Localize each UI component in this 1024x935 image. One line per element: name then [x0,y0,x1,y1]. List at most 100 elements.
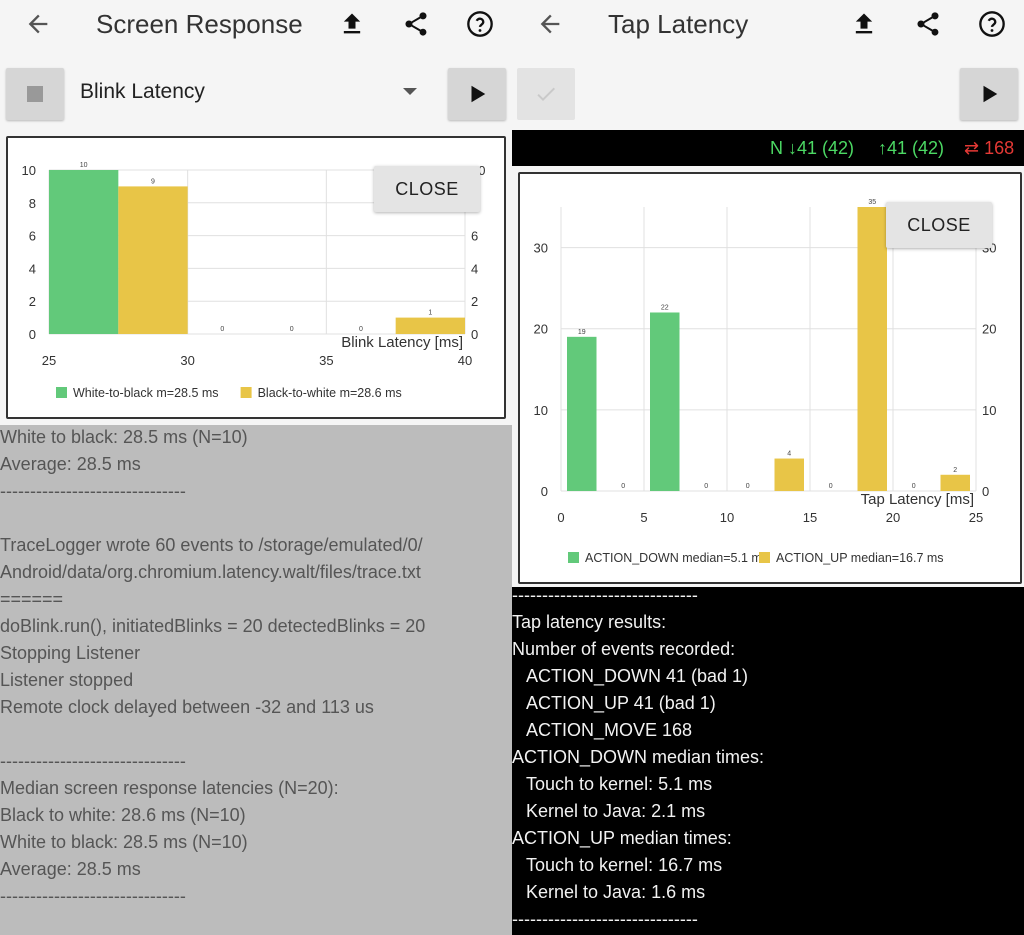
y-tick-label: 30 [534,241,548,256]
down-count: N ↓41 (42) [770,138,855,158]
bar-value-label: 0 [746,483,750,490]
bar-value-label: 4 [787,451,791,458]
log-line: Kernel to Java: 2.1 ms [526,801,706,821]
help-icon[interactable] [466,10,494,38]
share-icon[interactable] [914,10,942,38]
control-bar: Blink Latency [0,68,512,124]
stop-button[interactable] [6,68,64,120]
tap-latency-panel: Tap Latency N ↓41 (42) ↑41 (42) ⇄ 168 0 5… [512,0,1024,935]
legend-swatch [759,552,770,563]
test-type-dropdown[interactable]: Blink Latency [80,80,205,103]
y-tick-label: 10 [22,163,36,178]
page-title: Screen Response [96,9,303,39]
log-line: Android/data/org.chromium.latency.walt/f… [0,562,421,582]
x-tick-label: 25 [969,510,983,525]
y-tick-label: 2 [29,294,36,309]
legend-swatch [240,387,252,398]
log-line: Touch to kernel: 5.1 ms [526,774,713,794]
bar-value-label: 0 [359,326,363,333]
log-line: White to black: 28.5 ms (N=10) [0,832,248,852]
bar [567,336,597,491]
log-line: ACTION_UP 41 (bad 1) [526,693,716,713]
play-icon [983,85,998,103]
up-count: ↑41 (42) [878,138,945,158]
log-line: ====== [0,589,64,609]
tap-latency-log: ------------------------------- Tap laten… [512,585,1024,935]
log-line: ------------------------------- [0,751,186,771]
y-tick-label: 4 [29,261,36,276]
log-line: doBlink.run(), initiatedBlinks = 20 dete… [0,616,426,636]
log-line: ACTION_UP median times: [512,828,732,848]
bar [49,170,119,334]
bar-value-label: 9 [151,178,155,185]
y-tick-label-right: 6 [471,229,478,244]
screen-response-log: White to black: 28.5 ms (N=10) Average: 2… [0,425,512,935]
close-chart-button[interactable]: CLOSE [886,202,992,248]
log-line: Average: 28.5 ms [0,859,141,879]
x-tick-label: 0 [557,510,564,525]
upload-icon[interactable] [338,10,366,38]
legend-label: ACTION_DOWN median=5.1 ms [585,551,768,565]
log-line: Average: 28.5 ms [0,454,141,474]
y-tick-label-right: 4 [471,261,478,276]
y-tick-label-right: 0 [982,484,989,499]
check-icon [537,87,555,101]
log-line: Stopping Listener [0,643,141,663]
log-line: Median screen response latencies (N=20): [0,778,339,798]
log-line: ACTION_MOVE 168 [526,720,693,740]
back-arrow-icon[interactable] [536,10,564,38]
share-icon[interactable] [402,10,430,38]
bar-value-label: 0 [704,483,708,490]
y-tick-label-right: 20 [982,322,996,337]
back-arrow-icon[interactable] [24,10,52,38]
x-tick-label: 15 [803,510,817,525]
bar-value-label: 35 [868,199,876,206]
bar [118,186,188,334]
x-tick-label: 20 [886,510,900,525]
x-tick-label: 10 [720,510,734,525]
bar-value-label: 0 [829,483,833,490]
upload-icon[interactable] [850,10,878,38]
log-line: Listener stopped [0,670,134,690]
x-axis-label: Tap Latency [ms] [861,491,974,508]
bar-value-label: 0 [290,326,294,333]
stop-icon [27,86,43,102]
app-bar: Screen Response [0,0,512,52]
move-count: ⇄ 168 [964,138,1015,158]
log-line: Black to white: 28.6 ms (N=10) [0,805,246,825]
blink-latency-chart: 25303540002244668810101000901Blink Laten… [6,136,506,419]
bar-value-label: 0 [912,483,916,490]
legend-swatch [56,387,67,398]
help-icon[interactable] [978,10,1006,38]
log-line: Touch to kernel: 16.7 ms [526,855,723,875]
bar [774,458,804,491]
legend-label: White-to-black m=28.5 ms [73,386,219,400]
y-tick-label: 20 [534,322,548,337]
y-tick-label-right: 2 [471,294,478,309]
close-chart-button[interactable]: CLOSE [374,166,480,212]
bar-value-label: 0 [220,326,224,333]
bar-value-label: 2 [953,467,957,474]
x-tick-label: 25 [42,353,56,368]
legend-label: Black-to-white m=28.6 ms [258,386,402,400]
y-tick-label: 0 [541,484,548,499]
log-line: ------------------------------- [512,585,698,605]
dropdown-arrow-icon[interactable] [403,88,417,95]
bar-value-label: 10 [80,162,88,169]
log-line: ------------------------------- [0,481,186,501]
bar-value-label: 22 [661,304,669,311]
log-line: ------------------------------- [0,886,186,906]
finish-button[interactable] [517,68,575,120]
x-tick-label: 40 [458,353,472,368]
bar-value-label: 0 [621,483,625,490]
event-count-bar: N ↓41 (42) ↑41 (42) ⇄ 168 [512,130,1024,166]
y-tick-label-right: 0 [471,327,478,342]
app-bar: Tap Latency [512,0,1024,52]
x-tick-label: 35 [319,353,333,368]
bar [650,312,680,491]
start-button[interactable] [960,68,1018,120]
y-tick-label: 6 [29,229,36,244]
log-line: ACTION_DOWN median times: [512,747,765,767]
start-button[interactable] [448,68,506,120]
